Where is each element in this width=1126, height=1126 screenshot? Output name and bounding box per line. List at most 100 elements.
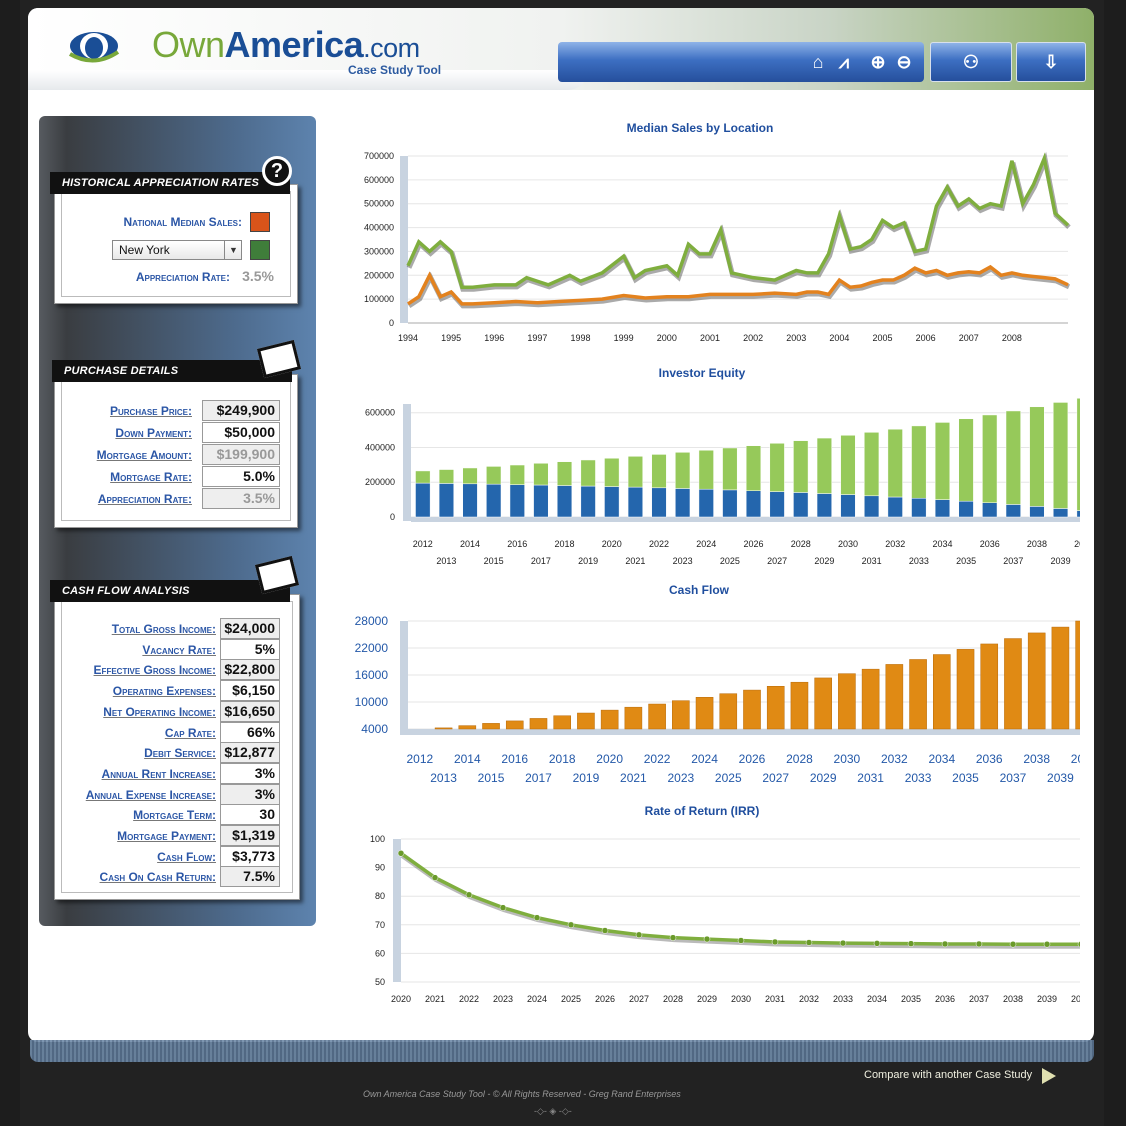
x-tick-label: 2028	[663, 994, 683, 1002]
purchase-value: 3.5%	[202, 488, 280, 509]
cashflow-value[interactable]: 66%	[220, 721, 280, 743]
y-tick-label: 100	[370, 834, 385, 844]
main-card: OwnAmerica.com Case Study Tool ⌂ ⩘ ⊕ ⊖ ⚇…	[28, 8, 1094, 1042]
compare-link[interactable]: Compare with another Case Study	[864, 1069, 1033, 1081]
series-line-0	[406, 152, 1070, 289]
purchase-value[interactable]: $249,900	[202, 400, 280, 421]
cashflow-value[interactable]: $6,150	[220, 680, 280, 702]
bar-debt	[580, 485, 596, 518]
cashflow-value[interactable]: $24,000	[220, 618, 280, 639]
bar-equity	[415, 470, 431, 484]
x-tick-label: 2023	[667, 771, 694, 784]
cashflow-value[interactable]: $3,773	[220, 845, 280, 867]
cashflow-value[interactable]: $22,800	[220, 659, 280, 681]
logo-text: OwnAmerica.com	[152, 24, 420, 65]
cashflow-value[interactable]: $16,650	[220, 700, 280, 722]
cashflow-value[interactable]: 3%	[220, 783, 280, 805]
y-tick-label: 22000	[355, 641, 389, 655]
bar-cash-flow	[814, 677, 832, 730]
x-tick-label: 2027	[762, 771, 789, 784]
purchase-label: Mortgage Amount:	[96, 448, 192, 462]
x-tick-label: 2035	[901, 994, 921, 1002]
zoom-out-icon[interactable]: ⊖	[896, 52, 912, 72]
x-tick-label: 2004	[829, 333, 849, 343]
bar-equity	[745, 445, 762, 491]
bar-equity	[793, 440, 809, 493]
y-axis-wall	[403, 404, 411, 521]
x-tick-label: 2022	[644, 752, 671, 766]
x-tick-label: 2029	[810, 771, 837, 784]
report-download-button[interactable]	[1016, 42, 1086, 82]
x-tick-label: 2012	[407, 752, 434, 766]
cashflow-value[interactable]: $12,877	[220, 742, 280, 764]
bar-debt	[816, 493, 832, 518]
median-sales-chart: 0 100000 200000 300000 400000 500000 600000 700…	[364, 151, 1071, 343]
y-tick-label: 10000	[355, 695, 389, 709]
bar-equity	[675, 452, 691, 489]
bar-debt	[1005, 504, 1021, 518]
x-tick-label: 2030	[834, 752, 861, 766]
x-tick-label: 2029	[697, 994, 717, 1002]
cashflow-value[interactable]: 7.5%	[220, 866, 280, 888]
zoom-in-icon[interactable]: ⊕	[870, 52, 886, 72]
x-tick-label: 2039	[1037, 994, 1057, 1002]
x-tick-label: 2007	[959, 333, 979, 343]
bar-equity	[911, 425, 927, 499]
chevron-down-icon[interactable]: ▼	[224, 240, 242, 260]
x-tick-label: 2037	[1003, 556, 1023, 566]
series-line-irr	[399, 851, 1080, 946]
bar-cash-flow	[482, 723, 500, 730]
x-tick-label: 2038	[1027, 539, 1047, 549]
purchase-value[interactable]: 5.0%	[202, 466, 280, 487]
bar-cash-flow	[909, 659, 927, 730]
cashflow-value[interactable]: 3%	[220, 762, 280, 784]
city-color-swatch[interactable]	[250, 240, 270, 260]
bar-equity	[864, 432, 880, 497]
data-point	[465, 891, 473, 899]
bar-cash-flow	[980, 643, 999, 730]
bar-cash-flow	[505, 720, 524, 730]
bar-debt	[864, 495, 880, 518]
cashflow-value[interactable]: 30	[220, 804, 280, 826]
city-select[interactable]: New York	[112, 240, 242, 260]
help-icon[interactable]: ?	[262, 156, 292, 186]
cashflow-value[interactable]: 5%	[220, 638, 280, 660]
y-tick-label: 100000	[364, 294, 394, 304]
cashflow-value[interactable]: $1,319	[220, 825, 280, 846]
x-tick-label: 2039	[1051, 556, 1071, 566]
national-color-swatch[interactable]	[250, 212, 270, 232]
bar-equity	[1052, 402, 1069, 509]
purchase-value[interactable]: $50,000	[202, 422, 280, 443]
cashflow-label: Debit Service:	[144, 746, 216, 761]
cashflow-label: Mortgage Payment:	[117, 829, 216, 843]
bar-debt	[934, 499, 951, 518]
bar-cash-flow	[1051, 626, 1070, 730]
x-tick-label: 2006	[916, 333, 936, 343]
header: OwnAmerica.com Case Study Tool ⌂ ⩘ ⊕ ⊖ ⚇…	[28, 8, 1094, 90]
bar-equity	[438, 469, 455, 484]
y-tick-label: 600000	[364, 175, 394, 185]
bar-equity	[462, 467, 478, 485]
bar-cash-flow	[600, 709, 619, 730]
x-tick-label: 2013	[436, 556, 456, 566]
x-tick-label: 2001	[700, 333, 720, 343]
x-tick-label: 2033	[833, 994, 853, 1002]
play-arrow-icon[interactable]	[1042, 1068, 1056, 1084]
bar-equity	[486, 466, 502, 485]
x-tick-label: 1996	[484, 333, 504, 343]
presentation-icon: ⚇	[962, 52, 980, 72]
home-icon[interactable]: ⌂	[812, 52, 824, 72]
report-download-icon: ⇩	[1043, 52, 1059, 72]
purchase-label: Down Payment:	[115, 426, 192, 440]
x-tick-label: 2033	[909, 556, 929, 566]
x-tick-label: 2017	[525, 771, 552, 784]
x-tick-label: 2019	[578, 556, 598, 566]
chart-icon[interactable]: ⩘	[838, 52, 850, 72]
bar-equity	[1029, 406, 1045, 507]
bar-cash-flow	[885, 664, 904, 730]
presentation-button[interactable]	[930, 42, 1012, 82]
chart-title-median-sales: Median Sales by Location	[626, 121, 774, 135]
x-tick-label: 2026	[743, 539, 763, 549]
bar-debt	[1076, 510, 1080, 518]
x-tick-label: 2036	[976, 752, 1003, 766]
